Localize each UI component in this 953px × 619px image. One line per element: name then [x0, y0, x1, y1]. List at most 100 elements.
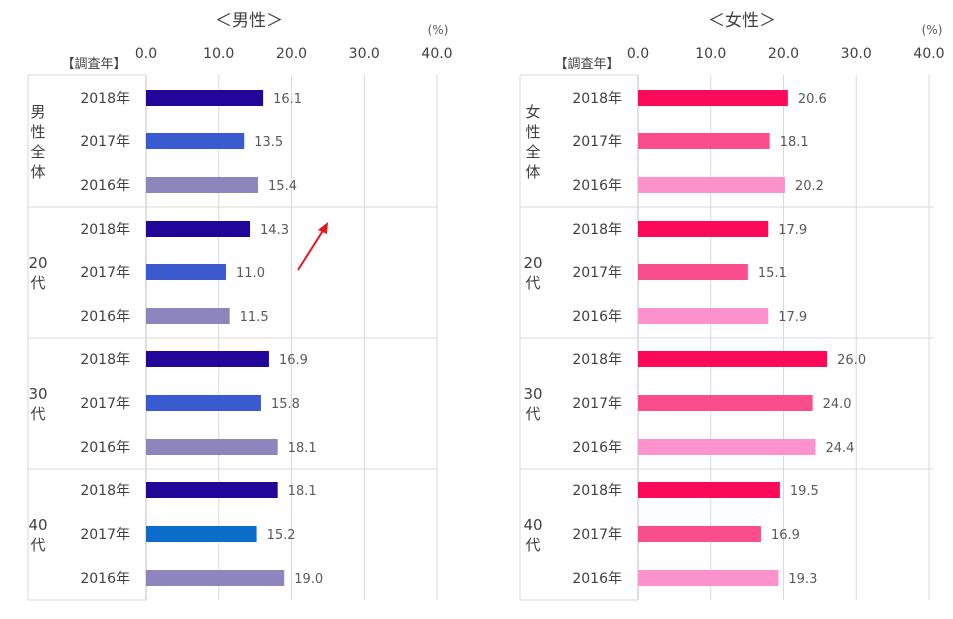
data-label: 14.3: [260, 223, 289, 238]
year-label: 2017年: [80, 396, 130, 412]
year-label: 2017年: [80, 527, 130, 543]
data-label: 16.9: [771, 528, 800, 543]
x-tick-label: 0.0: [135, 46, 157, 62]
data-label: 13.5: [254, 135, 283, 150]
year-label: 2016年: [80, 440, 130, 456]
bar: [146, 308, 230, 324]
x-tick-label: 40.0: [913, 46, 944, 62]
bar: [638, 90, 788, 106]
x-tick-label: 40.0: [421, 46, 452, 62]
bar: [638, 177, 785, 193]
x-tick-label: 20.0: [276, 46, 307, 62]
x-tick-label: 10.0: [203, 46, 234, 62]
bar: [146, 395, 261, 411]
bar: [146, 90, 264, 106]
group-label: 20 代: [523, 254, 542, 292]
year-label: 2016年: [572, 178, 622, 194]
bar: [638, 351, 828, 367]
data-label: 15.4: [268, 179, 297, 194]
year-label: 2017年: [572, 265, 622, 281]
x-tick-label: 10.0: [695, 46, 726, 62]
data-label: 17.9: [778, 223, 807, 238]
data-label: 24.4: [826, 441, 855, 456]
year-label: 2017年: [572, 134, 622, 150]
data-label: 15.8: [271, 397, 300, 412]
year-label: 2017年: [80, 134, 130, 150]
year-label: 2016年: [572, 309, 622, 325]
bar: [638, 439, 816, 455]
data-label: 24.0: [823, 397, 852, 412]
arrow-head: [318, 222, 328, 234]
group-label: 40 代: [523, 516, 542, 554]
year-label: 2017年: [572, 396, 622, 412]
year-label: 2018年: [80, 483, 130, 499]
data-label: 19.5: [790, 484, 819, 499]
bar: [638, 221, 769, 237]
bar: [638, 570, 779, 586]
bar: [146, 351, 269, 367]
group-label: 女性全体: [525, 103, 540, 181]
unit-label: (%): [922, 23, 943, 37]
data-label: 16.1: [273, 92, 302, 107]
bar: [638, 395, 813, 411]
trend-arrow: [297, 222, 328, 271]
bar: [146, 221, 251, 237]
data-label: 11.5: [240, 310, 269, 325]
bar: [146, 177, 259, 193]
x-tick-label: 30.0: [349, 46, 380, 62]
data-label: 16.9: [279, 353, 308, 368]
data-label: 19.3: [788, 572, 817, 587]
year-label: 2016年: [572, 440, 622, 456]
data-label: 18.1: [288, 441, 317, 456]
group-label: 男性全体: [30, 103, 45, 181]
bar: [638, 308, 769, 324]
panel-title: ＜女性＞: [708, 11, 776, 31]
group-label: 30 代: [28, 385, 47, 423]
data-label: 18.1: [288, 484, 317, 499]
bar: [146, 133, 245, 149]
year-label: 2016年: [80, 571, 130, 587]
data-label: 11.0: [236, 266, 265, 281]
arrow-shaft: [297, 228, 325, 271]
year-label: 2016年: [80, 178, 130, 194]
year-label: 2016年: [80, 309, 130, 325]
group-label: 40 代: [28, 516, 47, 554]
year-label: 2018年: [572, 222, 622, 238]
bar: [146, 264, 227, 280]
bar: [638, 482, 780, 498]
bar: [146, 439, 278, 455]
year-label: 2017年: [80, 265, 130, 281]
x-tick-label: 0.0: [627, 46, 649, 62]
female-panel: ＜女性＞ (%) 【調査年】 0.0 10.0 20.0 30.0 40.0 女性全体 2018年…: [519, 11, 945, 601]
year-label: 2018年: [572, 483, 622, 499]
x-tick-label: 30.0: [841, 46, 872, 62]
bar: [146, 526, 257, 542]
year-label: 2018年: [572, 91, 622, 107]
x-tick-label: 20.0: [768, 46, 799, 62]
unit-label: (%): [428, 23, 449, 37]
panel-title: ＜男性＞: [215, 11, 283, 31]
data-label: 20.6: [798, 92, 827, 107]
year-label: 2016年: [572, 571, 622, 587]
column-header: 【調査年】: [554, 57, 619, 72]
data-label: 17.9: [778, 310, 807, 325]
year-label: 2018年: [80, 222, 130, 238]
year-label: 2018年: [572, 352, 622, 368]
data-label: 19.0: [294, 572, 323, 587]
year-label: 2018年: [80, 91, 130, 107]
data-label: 20.2: [795, 179, 824, 194]
bar: [638, 264, 748, 280]
group-label: 20 代: [28, 254, 47, 292]
bar: [638, 526, 761, 542]
year-label: 2018年: [80, 352, 130, 368]
bar: [146, 482, 278, 498]
data-label: 15.1: [758, 266, 787, 281]
bar: [146, 570, 285, 586]
data-label: 26.0: [837, 353, 866, 368]
data-label: 18.1: [780, 135, 809, 150]
year-label: 2017年: [572, 527, 622, 543]
column-header: 【調査年】: [61, 57, 126, 72]
bar: [638, 133, 770, 149]
group-label: 30 代: [523, 385, 542, 423]
